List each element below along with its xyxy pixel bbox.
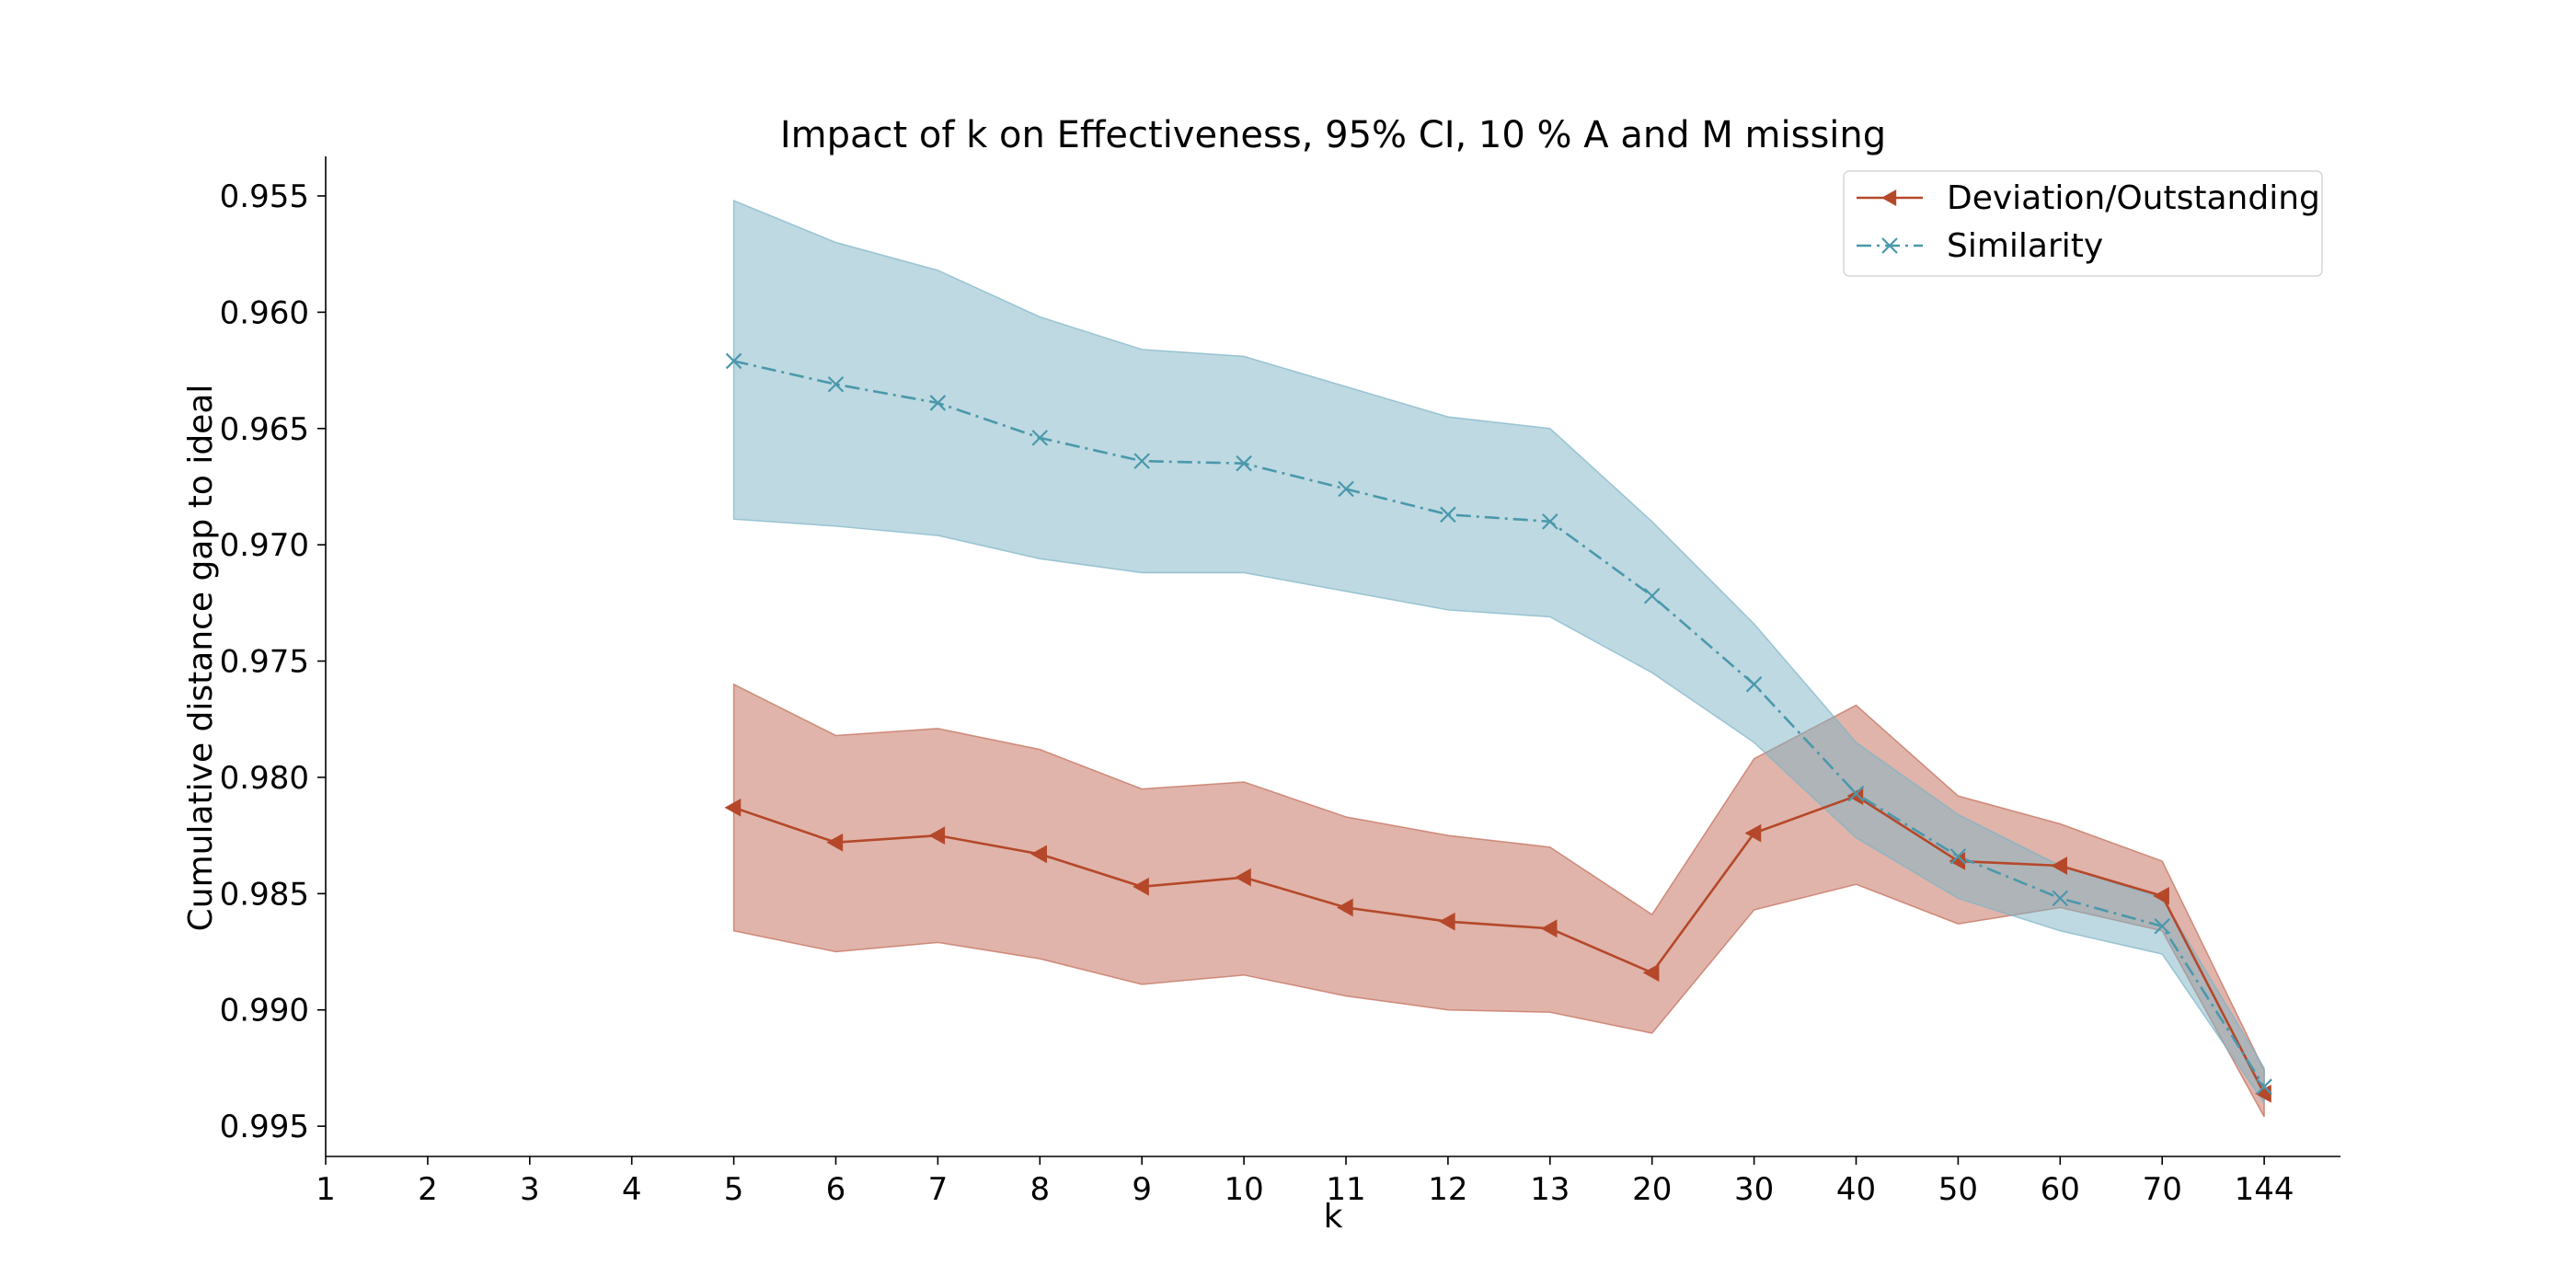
similarity-point bbox=[1542, 513, 1558, 530]
x-tick-label: 40 bbox=[1836, 1171, 1876, 1208]
deviation-outstanding-point bbox=[1336, 898, 1353, 917]
similarity-ci-band bbox=[732, 199, 2265, 1106]
similarity-point bbox=[2154, 917, 2170, 935]
similarity-point bbox=[827, 375, 845, 393]
deviation-outstanding-point bbox=[2051, 857, 2067, 875]
x-tick-label: 20 bbox=[1632, 1171, 1672, 1208]
x-axis-label: k bbox=[1324, 1198, 1343, 1236]
similarity-legend-marker bbox=[1881, 237, 1898, 254]
x-tick-label: 30 bbox=[1734, 1171, 1774, 1208]
x-tick-label: 5 bbox=[724, 1171, 744, 1208]
deviation-outstanding-point bbox=[1030, 845, 1047, 864]
x-tick-label: 8 bbox=[1029, 1171, 1050, 1208]
similarity-point bbox=[1338, 480, 1354, 498]
similarity-point bbox=[1847, 785, 1865, 802]
similarity-point bbox=[1440, 506, 1456, 523]
deviation-outstanding-point bbox=[1642, 963, 1660, 983]
x-tick-label: 1 bbox=[316, 1171, 336, 1208]
similarity-point bbox=[2052, 890, 2069, 907]
y-tick-label: 0.965 bbox=[220, 411, 309, 448]
x-tick-label: 12 bbox=[1428, 1171, 1467, 1208]
chart-title: Impact of k on Effectiveness, 95% CI, 10… bbox=[780, 114, 1886, 156]
similarity-point bbox=[2256, 1078, 2272, 1095]
x-tick-label: 11 bbox=[1326, 1171, 1365, 1208]
legend: Deviation/Outstanding Similarity bbox=[1843, 170, 2323, 277]
x-axis-ticks: 1 2 3 4 5 6 7 8 9 10 11 12 13 20 30 40 50 60 70 144 bbox=[316, 1156, 2294, 1208]
y-tick-label: 0.995 bbox=[220, 1109, 309, 1145]
similarity-point bbox=[1643, 587, 1661, 604]
series-markers bbox=[724, 352, 2272, 1103]
y-tick-label: 0.970 bbox=[220, 527, 309, 564]
x-tick-label: 50 bbox=[1938, 1171, 1978, 1208]
legend-box bbox=[1843, 170, 2323, 277]
similarity-point bbox=[1745, 676, 1763, 693]
similarity-point bbox=[929, 395, 947, 411]
similarity-point bbox=[1236, 454, 1252, 472]
y-tick-label: 0.980 bbox=[220, 760, 309, 797]
similarity-point bbox=[1031, 430, 1049, 446]
deviation-outstanding-legend-marker bbox=[1881, 190, 1897, 206]
similarity-legend-label: Similarity bbox=[1947, 227, 2103, 265]
y-tick-label: 0.975 bbox=[220, 644, 309, 681]
y-tick-label: 0.955 bbox=[220, 178, 309, 215]
x-tick-label: 7 bbox=[928, 1171, 949, 1208]
y-axis-ticks: 0.955 0.960 0.965 0.970 0.975 0.980 0.985 0.990… bbox=[220, 178, 326, 1145]
similarity-point bbox=[1133, 453, 1150, 469]
y-tick-label: 0.960 bbox=[220, 294, 309, 331]
y-axis-label: Cumulative distance gap to ideal bbox=[182, 385, 220, 932]
deviation-outstanding-point bbox=[1744, 823, 1762, 843]
deviation-outstanding-point bbox=[1235, 868, 1251, 887]
deviation-outstanding-point bbox=[826, 833, 844, 852]
x-tick-label: 70 bbox=[2143, 1171, 2182, 1208]
deviation-outstanding-point bbox=[928, 826, 946, 845]
x-tick-label: 6 bbox=[826, 1171, 846, 1208]
series-lines bbox=[733, 360, 2266, 1095]
similarity-point bbox=[725, 352, 742, 370]
similarity-line bbox=[733, 360, 2266, 1087]
confidence-bands bbox=[732, 199, 2265, 1118]
x-tick-label: 144 bbox=[2235, 1171, 2294, 1208]
deviation-outstanding-point bbox=[1133, 877, 1149, 896]
x-tick-label: 13 bbox=[1530, 1171, 1570, 1208]
x-tick-label: 4 bbox=[622, 1171, 642, 1208]
x-tick-label: 3 bbox=[520, 1171, 540, 1208]
deviation-outstanding-point bbox=[724, 798, 742, 817]
x-tick-label: 9 bbox=[1132, 1171, 1152, 1208]
y-tick-label: 0.990 bbox=[220, 993, 309, 1029]
deviation-outstanding-point bbox=[2153, 887, 2169, 905]
x-tick-label: 60 bbox=[2041, 1171, 2080, 1208]
x-tick-label: 2 bbox=[418, 1171, 438, 1208]
deviation-outstanding-point bbox=[1540, 919, 1558, 938]
similarity-point bbox=[1949, 848, 1967, 865]
x-tick-label: 10 bbox=[1224, 1171, 1263, 1208]
deviation-outstanding-line bbox=[733, 794, 2266, 1095]
axes bbox=[325, 156, 2340, 1157]
deviation-outstanding-point bbox=[1438, 912, 1455, 931]
deviation-outstanding-legend-label: Deviation/Outstanding bbox=[1947, 179, 2320, 217]
y-tick-label: 0.985 bbox=[220, 876, 309, 913]
